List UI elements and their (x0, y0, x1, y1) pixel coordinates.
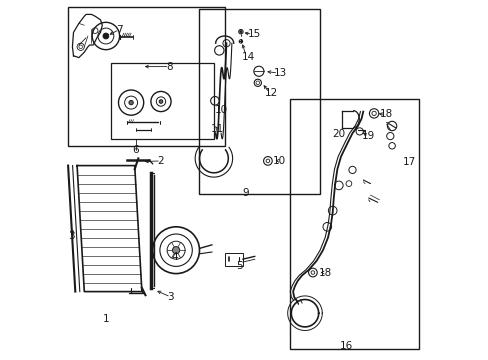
Bar (111, 63, 213, 139)
Text: 17: 17 (402, 157, 415, 167)
Bar (289, 99, 418, 349)
Text: 19: 19 (361, 131, 375, 141)
Text: 10: 10 (273, 156, 286, 166)
Circle shape (159, 100, 163, 103)
Bar (68, 7, 224, 146)
Circle shape (239, 31, 242, 33)
Text: 10: 10 (215, 105, 228, 115)
Text: 12: 12 (264, 88, 278, 98)
Circle shape (172, 247, 179, 254)
Text: 5: 5 (236, 261, 243, 271)
Text: 18: 18 (379, 109, 392, 120)
Text: 4: 4 (171, 252, 177, 262)
Bar (225, 253, 242, 266)
Text: 14: 14 (242, 51, 255, 62)
Circle shape (239, 40, 242, 43)
Circle shape (103, 33, 108, 39)
Text: 7: 7 (116, 24, 122, 35)
Text: 18: 18 (318, 267, 331, 278)
Text: 6: 6 (132, 145, 139, 156)
Text: 3: 3 (68, 231, 75, 241)
Text: 2: 2 (157, 156, 164, 166)
Circle shape (129, 100, 133, 105)
Text: 1: 1 (102, 314, 109, 324)
Text: 13: 13 (274, 68, 287, 78)
Text: 8: 8 (166, 62, 173, 72)
Text: 11: 11 (210, 124, 224, 134)
Bar (199, 9, 320, 194)
Text: 9: 9 (242, 188, 248, 198)
Text: 15: 15 (247, 29, 261, 39)
Text: 3: 3 (167, 292, 174, 302)
Text: 20: 20 (331, 129, 345, 139)
Text: 16: 16 (339, 341, 352, 351)
